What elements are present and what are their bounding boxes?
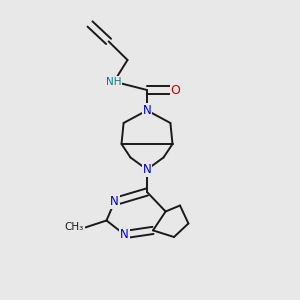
Text: N: N [142,104,152,117]
Text: NH: NH [106,76,122,87]
Text: O: O [171,83,180,97]
Text: CH₃: CH₃ [65,222,84,233]
Text: N: N [142,163,152,176]
Text: N: N [120,228,129,241]
Text: N: N [110,195,119,208]
